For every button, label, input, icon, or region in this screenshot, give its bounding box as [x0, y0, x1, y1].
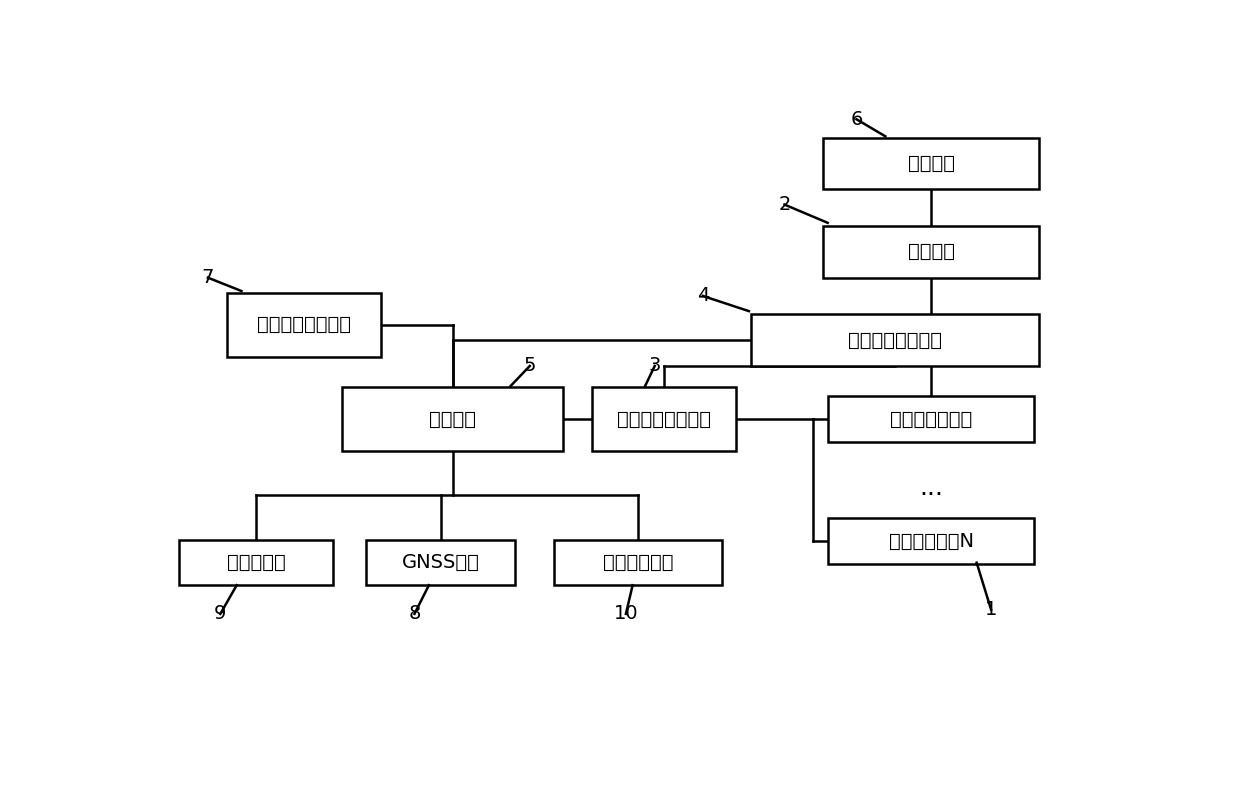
- Text: 5: 5: [523, 357, 536, 376]
- Bar: [367, 539, 516, 585]
- Text: 卫星基带单元一: 卫星基带单元一: [890, 410, 972, 429]
- Text: 4: 4: [697, 286, 709, 305]
- Text: 网络切换管理单元: 网络切换管理单元: [257, 316, 351, 335]
- Bar: [593, 388, 737, 451]
- Text: 7: 7: [202, 268, 215, 287]
- Text: 数据存储单元: 数据存储单元: [603, 553, 673, 572]
- Text: 卫星基带单元N: 卫星基带单元N: [889, 532, 973, 551]
- Bar: [342, 388, 563, 451]
- Bar: [227, 293, 381, 357]
- Text: 主控单元: 主控单元: [429, 410, 476, 429]
- Bar: [554, 539, 722, 585]
- Text: 射频接口: 射频接口: [908, 154, 955, 173]
- Bar: [828, 396, 1034, 442]
- Bar: [179, 539, 332, 585]
- Text: 6: 6: [851, 110, 863, 129]
- Text: 3: 3: [649, 357, 661, 376]
- Bar: [823, 138, 1039, 189]
- Bar: [823, 226, 1039, 278]
- Bar: [751, 314, 1039, 366]
- Text: 射频单元: 射频单元: [908, 242, 955, 261]
- Text: 8: 8: [408, 604, 420, 623]
- Text: ...: ...: [920, 475, 944, 500]
- Text: 基带开关切换单元: 基带开关切换单元: [618, 410, 712, 429]
- Text: 传感器单元: 传感器单元: [227, 553, 285, 572]
- Text: 1: 1: [985, 600, 997, 619]
- Text: 10: 10: [614, 604, 639, 623]
- Text: 9: 9: [215, 604, 227, 623]
- Bar: [828, 518, 1034, 564]
- Text: GNSS模块: GNSS模块: [402, 553, 480, 572]
- Text: 2: 2: [779, 195, 791, 214]
- Text: 中频开关切换单元: 中频开关切换单元: [848, 331, 942, 350]
